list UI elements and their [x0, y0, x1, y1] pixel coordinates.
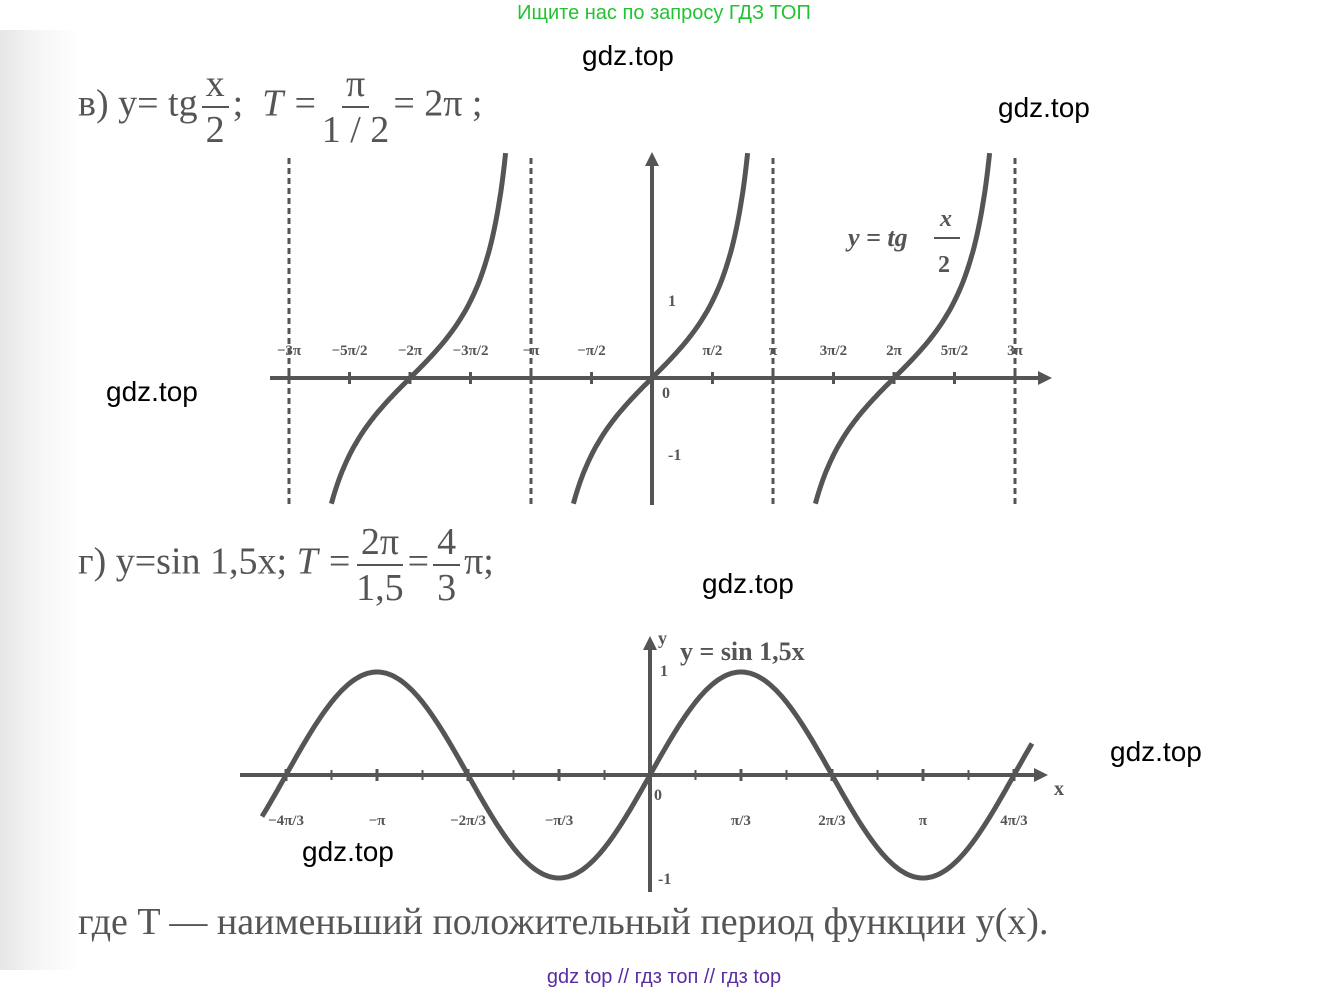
tick-label: −π/2 [577, 343, 605, 359]
period-result: = 2π ; [393, 82, 483, 125]
tick-label: π/3 [731, 813, 751, 829]
tick-label: −5π/2 [332, 343, 368, 359]
tick-label: 2π/3 [818, 813, 845, 829]
period-label: T = [296, 540, 353, 583]
tan-label-den: 2 [938, 252, 950, 278]
tick-label: 4π/3 [1000, 813, 1027, 829]
origin-label: 0 [654, 787, 662, 804]
y-arrow-icon [643, 636, 657, 650]
watermark: gdz.top [998, 92, 1090, 123]
denominator: 1,5 [356, 567, 404, 609]
separator: ; [232, 82, 244, 125]
formula-g: г) y=sin 1,5x; T = 2π 1,5 = 4 3 π; [78, 520, 494, 610]
tan-graph: −3π −5π/2 −2π −3π/2 −π −π/2 π/2 π 3π/2 2π 5π/2 3π 1 -… [270, 152, 1052, 505]
x-arrow-icon [1034, 768, 1048, 782]
watermark: gdz.top [582, 40, 674, 71]
footer[interactable]: gdz top // гдз топ // гдз top [546, 966, 782, 988]
tick-label: −π [369, 813, 387, 829]
tick-label: −π [523, 343, 541, 359]
banner[interactable]: Ищите нас по запросу ГДЗ ТОП [517, 2, 811, 24]
tick-label: 5π/2 [941, 343, 968, 359]
numerator: 2π [356, 520, 404, 566]
tick-label: −2π [398, 343, 423, 359]
formula-prefix: в) y= tg [78, 82, 198, 125]
numerator: x [201, 62, 229, 108]
x-axis-label: x [1054, 778, 1064, 800]
scanned-page [0, 30, 1328, 970]
tick-label: π [919, 813, 928, 829]
tick-label: 3π/2 [820, 343, 847, 359]
formula-prefix: г) y=sin 1,5x; [78, 540, 288, 583]
denominator: 1 / 2 [321, 109, 390, 151]
watermark: gdz.top [702, 568, 794, 599]
tick-label: 2π [886, 343, 903, 359]
tick-label: −π/3 [545, 813, 573, 829]
equals: = [407, 540, 430, 583]
period-result: π; [464, 540, 494, 583]
denominator: 3 [437, 567, 457, 609]
watermark: gdz.top [302, 836, 394, 867]
numerator: 4 [433, 520, 461, 566]
denominator: 2 [205, 109, 225, 151]
origin-label: 0 [662, 385, 670, 402]
tick-label: −3π [277, 343, 302, 359]
tan-label-num: x [939, 206, 952, 232]
note-text: где T — наименьший положительный период … [78, 901, 1049, 943]
tan-branch [812, 152, 993, 505]
period-label: T = [262, 82, 318, 125]
y-tick-label: -1 [658, 871, 671, 888]
formula-v: в) y= tg x 2; T = π 1 / 2 = 2π ; [78, 62, 483, 152]
watermark: gdz.top [1110, 736, 1202, 767]
tan-label: y = tg [845, 223, 908, 252]
tick-label: −2π/3 [450, 813, 486, 829]
y-tick-label: -1 [668, 447, 681, 464]
sin-curve [259, 669, 1035, 881]
sin-graph: −4π/3 −π −2π/3 −π/3 π/3 2π/3 π 4π/3 y x 1 -1 0 [240, 628, 1064, 892]
numerator: π [341, 62, 370, 108]
watermark: gdz.top [106, 376, 198, 407]
x-arrow-icon [1038, 371, 1052, 385]
y-arrow-icon [645, 152, 659, 166]
y-tick-label: 1 [660, 663, 668, 680]
tick-label: −4π/3 [268, 813, 304, 829]
tan-branch [328, 152, 509, 505]
tick-label: π/2 [703, 343, 723, 359]
tick-label: π [769, 343, 778, 359]
tan-branch [570, 152, 751, 505]
sin-label: y = sin 1,5x [680, 637, 805, 666]
y-tick-label: 1 [668, 293, 676, 310]
tick-label: −3π/2 [453, 343, 489, 359]
y-axis-label: y [658, 628, 667, 648]
tick-label: 3π [1007, 343, 1024, 359]
